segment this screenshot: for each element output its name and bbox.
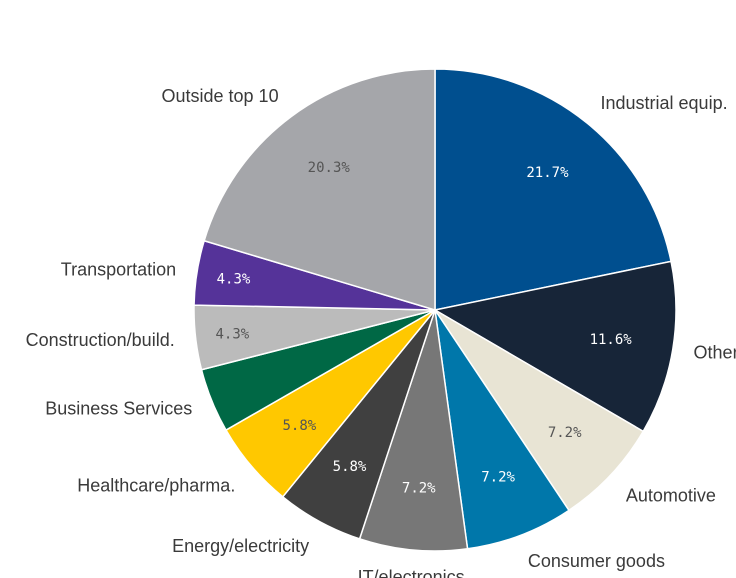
value-label-consumer-goods: 7.2% (481, 469, 515, 485)
pie-slice-industrial-equip (434, 68, 672, 311)
pie-slice-other (432, 260, 677, 433)
category-label-transportation: Transportation (61, 259, 176, 279)
pie-slice-consumer-goods (434, 309, 570, 550)
category-label-outside-top-10: Outside top 10 (162, 86, 279, 106)
pie-category-labels: Industrial equip. Other Automotive Consumer… (26, 86, 736, 578)
category-label-it-electronics: IT/electronics (358, 567, 465, 578)
category-label-business-services: Business Services (45, 399, 192, 419)
value-label-healthcare-pharma: 5.8% (282, 418, 316, 434)
category-label-energy-electricity: Energy/electricity (172, 536, 309, 556)
pie-slice-automotive (434, 309, 645, 512)
category-label-other: Other (694, 342, 736, 362)
value-label-construction-build: 4.3% (215, 326, 249, 342)
pie-slice-it-electronics (358, 309, 469, 552)
value-label-energy-electricity: 5.8% (333, 459, 367, 475)
value-label-it-electronics: 7.2% (402, 480, 436, 496)
pie-slices (193, 68, 677, 552)
value-label-other: 11.6% (590, 332, 633, 348)
value-label-automotive: 7.2% (548, 425, 582, 441)
value-label-outside-top-10: 20.3% (308, 160, 351, 176)
category-label-construction-build: Construction/build. (26, 330, 175, 350)
pie-value-labels: 21.7% 11.6% 7.2% 7.2% 7.2% 5.8% 5.8% 4.3% 4.3% 20… (215, 160, 632, 496)
category-label-automotive: Automotive (626, 485, 716, 505)
category-label-industrial-equip: Industrial equip. (601, 93, 728, 113)
pie-slice-outside-top-10 (203, 68, 436, 312)
category-label-healthcare-pharma: Healthcare/pharma. (77, 476, 235, 496)
category-label-consumer-goods: Consumer goods (528, 551, 665, 571)
value-label-industrial-equip: 21.7% (526, 165, 569, 181)
value-label-transportation: 4.3% (217, 271, 251, 287)
